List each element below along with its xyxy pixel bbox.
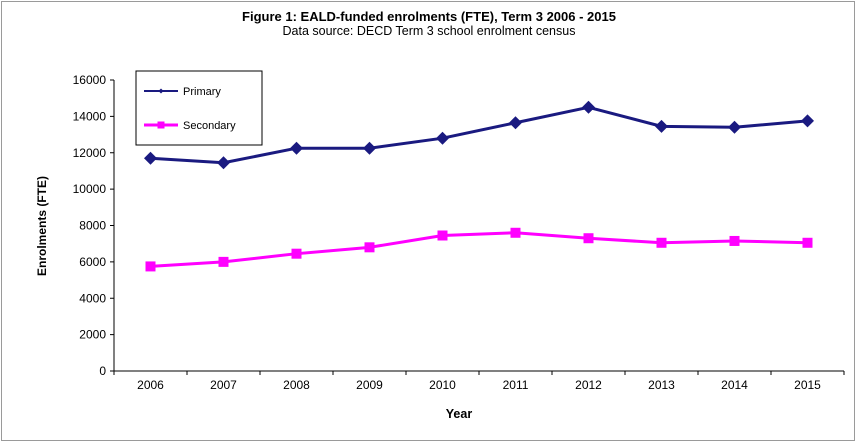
y-tick-label: 10000 <box>73 182 107 196</box>
legend-item-secondary: Secondary <box>144 120 236 132</box>
legend-label-secondary: Secondary <box>183 120 236 132</box>
x-axis-label: Year <box>446 407 473 421</box>
legend: Primary Secondary <box>135 70 263 146</box>
x-tick-label: 2011 <box>503 378 529 392</box>
y-tick-label: 14000 <box>73 109 107 123</box>
series-secondary <box>145 227 813 272</box>
y-tick-label: 2000 <box>79 328 106 342</box>
data-point-secondary <box>145 261 156 272</box>
x-axis: 2006 2007 2008 2009 2010 2011 2012 2013 2014 2015 <box>113 370 845 392</box>
data-point-primary <box>582 100 595 114</box>
data-point-secondary <box>437 230 448 241</box>
x-tick-label: 2012 <box>575 378 602 392</box>
data-point-primary <box>144 151 157 165</box>
data-point-primary <box>363 141 376 155</box>
y-tick-label: 16000 <box>73 73 107 87</box>
data-point-secondary <box>583 233 594 244</box>
data-point-secondary <box>291 248 302 259</box>
data-point-secondary <box>656 237 667 248</box>
chart-title: Figure 1: EALD-funded enrolments (FTE), … <box>242 9 616 24</box>
x-tick-label: 2006 <box>137 378 164 392</box>
x-tick-label: 2015 <box>794 378 821 392</box>
x-tick-label: 2009 <box>356 378 383 392</box>
legend-box <box>135 70 263 146</box>
data-point-secondary <box>729 235 740 246</box>
legend-item-primary: Primary <box>144 86 221 98</box>
series-primary <box>144 100 814 170</box>
series-line-primary <box>150 105 808 165</box>
x-tick-label: 2008 <box>283 378 310 392</box>
data-point-primary <box>217 156 230 170</box>
data-point-secondary <box>510 227 521 238</box>
x-tick-label: 2013 <box>648 378 675 392</box>
data-point-primary <box>436 131 449 145</box>
legend-marker-secondary <box>157 121 165 129</box>
data-point-primary <box>290 141 303 155</box>
legend-label-primary: Primary <box>183 86 221 98</box>
y-tick-label: 8000 <box>79 219 106 233</box>
y-tick-label: 4000 <box>79 291 106 305</box>
data-point-secondary <box>364 242 375 253</box>
series-line-secondary <box>150 231 808 268</box>
series-layer <box>144 100 814 272</box>
data-point-primary <box>728 120 741 134</box>
x-tick-label: 2007 <box>210 378 237 392</box>
chart-subtitle: Data source: DECD Term 3 school enrolmen… <box>282 24 576 38</box>
data-point-secondary <box>218 256 229 267</box>
data-point-primary <box>801 114 814 128</box>
y-tick-label: 6000 <box>79 255 106 269</box>
legend-marker-primary <box>158 88 164 94</box>
data-point-primary <box>655 119 668 133</box>
y-tick-label: 12000 <box>73 146 107 160</box>
y-tick-label: 0 <box>99 364 106 378</box>
y-axis-label: Enrolments (FTE) <box>35 176 49 276</box>
x-tick-label: 2010 <box>429 378 456 392</box>
x-tick-label: 2014 <box>721 378 748 392</box>
data-point-primary <box>509 116 522 130</box>
y-axis: 0 2000 4000 6000 8000 10000 12000 14000 16000 <box>73 73 115 378</box>
data-point-secondary <box>802 237 813 248</box>
